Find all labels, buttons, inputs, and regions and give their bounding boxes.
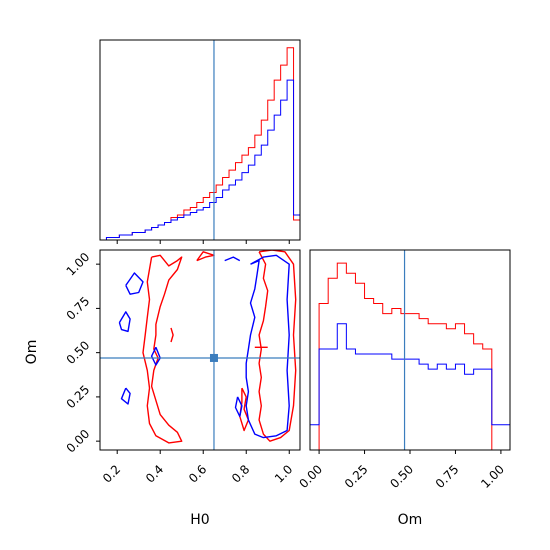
contour-red-2 <box>258 250 297 442</box>
h0-hist-frame <box>99 39 301 241</box>
contour-lines <box>118 250 297 444</box>
om-xtick-label-1: 0.25 <box>342 462 371 491</box>
contour-blue-8 <box>120 387 131 405</box>
truth-marker <box>209 353 218 362</box>
contour-red-1 <box>196 251 215 262</box>
om-axis-label: Om <box>24 340 40 365</box>
h0-xtick-label-0: 0.2 <box>100 462 123 485</box>
om-xtick-label-0: 0.00 <box>296 462 325 491</box>
h0-om-contour-panel: 0.2 0.4 0.6 0.8 1.0 0.00 0.25 0.50 0.75 1.00 <box>64 249 301 486</box>
h0-xtick-label-4: 1.0 <box>272 462 295 485</box>
om-ytick-label-2: 0.50 <box>64 338 93 367</box>
contour-blue-9 <box>224 256 241 262</box>
om-ytick-label-0: 0.00 <box>64 427 93 456</box>
om-hist-frame <box>309 249 511 451</box>
om-ytick-label-3: 0.75 <box>64 294 93 323</box>
contour-red-5 <box>170 327 174 343</box>
h0-histogram-panel <box>99 39 301 244</box>
contour-blue-6 <box>125 272 144 295</box>
om-xtick-label-3: 0.75 <box>433 462 462 491</box>
om-hist-blue-series <box>309 323 511 450</box>
h0-xtick-label-2: 0.6 <box>186 462 209 485</box>
h0-axis-label: H0 <box>190 512 209 528</box>
contour-red-0 <box>142 254 183 444</box>
contour-blue-10 <box>245 254 290 439</box>
h0-xtick-label-3: 0.8 <box>229 462 252 485</box>
contour-blue-7 <box>118 311 131 333</box>
om-xtick-label-2: 0.50 <box>387 462 416 491</box>
om-ytick-label-1: 0.25 <box>64 383 93 412</box>
h0-hist-blue-series <box>100 79 301 241</box>
contour-blue-12 <box>234 396 243 418</box>
om-ytick-label-4: 1.00 <box>64 250 93 279</box>
contour-blue-11 <box>150 346 161 366</box>
om-histogram-panel: 0.00 0.25 0.50 0.75 1.00 <box>296 249 511 491</box>
om-hist-red-series <box>310 262 510 451</box>
h0-hist-red-series <box>100 47 301 241</box>
om-xtick-label-4: 1.00 <box>478 462 507 491</box>
contour-frame <box>99 249 301 451</box>
h0-xtick-label-1: 0.4 <box>143 462 166 485</box>
om-marginal-axis-label: Om <box>398 512 423 528</box>
